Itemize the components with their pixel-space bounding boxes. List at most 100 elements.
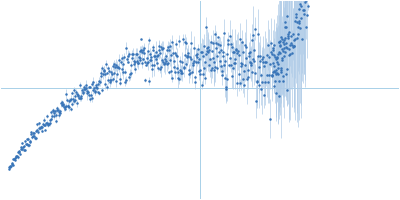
Point xyxy=(70,89,77,92)
Point xyxy=(300,8,306,11)
Point xyxy=(189,70,195,73)
Point xyxy=(221,63,228,67)
Point xyxy=(119,56,125,59)
Point xyxy=(109,64,116,67)
Point xyxy=(98,71,104,74)
Point xyxy=(179,61,185,64)
Point xyxy=(147,53,154,56)
Point xyxy=(301,12,308,15)
Point xyxy=(103,85,110,89)
Point xyxy=(234,82,240,85)
Point xyxy=(138,61,145,65)
Point xyxy=(245,51,252,54)
Point xyxy=(154,61,160,65)
Point xyxy=(174,66,180,69)
Point xyxy=(13,155,19,158)
Point xyxy=(242,64,248,67)
Point xyxy=(228,63,234,66)
Point xyxy=(60,104,66,107)
Point xyxy=(114,65,120,68)
Point xyxy=(198,50,204,53)
Point xyxy=(142,60,149,63)
Point xyxy=(257,59,264,62)
Point xyxy=(44,121,50,124)
Point xyxy=(181,66,187,69)
Point xyxy=(288,42,294,45)
Point xyxy=(86,97,93,100)
Point xyxy=(243,57,249,60)
Point xyxy=(233,47,240,50)
Point xyxy=(215,35,222,39)
Point xyxy=(162,57,168,61)
Point xyxy=(225,42,231,46)
Point xyxy=(176,77,182,80)
Point xyxy=(51,112,58,115)
Point xyxy=(22,140,29,143)
Point xyxy=(230,50,236,53)
Point xyxy=(292,19,298,23)
Point xyxy=(292,37,298,41)
Point xyxy=(60,103,66,106)
Point xyxy=(276,79,283,82)
Point xyxy=(97,74,104,77)
Point xyxy=(16,150,23,153)
Point xyxy=(208,69,214,72)
Point xyxy=(188,57,195,60)
Point xyxy=(103,62,109,65)
Point xyxy=(116,66,122,69)
Point xyxy=(279,37,286,40)
Point xyxy=(275,50,282,53)
Point xyxy=(40,122,46,125)
Point xyxy=(124,54,131,57)
Point xyxy=(76,96,82,99)
Point xyxy=(57,109,64,113)
Point xyxy=(44,122,51,126)
Point xyxy=(96,80,102,83)
Point xyxy=(298,4,304,8)
Point xyxy=(256,66,262,69)
Point xyxy=(268,50,274,53)
Point xyxy=(153,54,160,58)
Point xyxy=(62,107,68,111)
Point xyxy=(76,97,83,100)
Point xyxy=(254,33,261,36)
Point xyxy=(214,67,220,70)
Point xyxy=(69,91,76,95)
Point xyxy=(149,64,156,67)
Point xyxy=(144,61,150,64)
Point xyxy=(132,60,139,63)
Point xyxy=(28,131,35,134)
Point xyxy=(128,53,135,56)
Point xyxy=(30,132,36,135)
Point xyxy=(210,69,217,72)
Point xyxy=(227,56,233,59)
Point xyxy=(273,55,280,58)
Point xyxy=(171,66,177,69)
Point xyxy=(222,59,228,62)
Point xyxy=(130,62,137,65)
Point xyxy=(8,165,14,168)
Point xyxy=(164,48,170,52)
Point xyxy=(222,76,228,79)
Point xyxy=(15,151,22,154)
Point xyxy=(274,72,280,75)
Point xyxy=(39,129,46,132)
Point xyxy=(31,131,37,134)
Point xyxy=(251,49,258,52)
Point xyxy=(206,48,213,52)
Point xyxy=(248,39,255,42)
Point xyxy=(281,47,287,50)
Point xyxy=(85,86,92,89)
Point xyxy=(112,79,119,82)
Point xyxy=(110,71,117,74)
Point xyxy=(274,73,281,76)
Point xyxy=(213,46,219,49)
Point xyxy=(203,52,210,55)
Point xyxy=(298,17,304,20)
Point xyxy=(258,88,264,91)
Point xyxy=(229,74,235,77)
Point xyxy=(137,58,144,61)
Point xyxy=(68,97,74,100)
Point xyxy=(256,55,263,58)
Point xyxy=(139,50,146,54)
